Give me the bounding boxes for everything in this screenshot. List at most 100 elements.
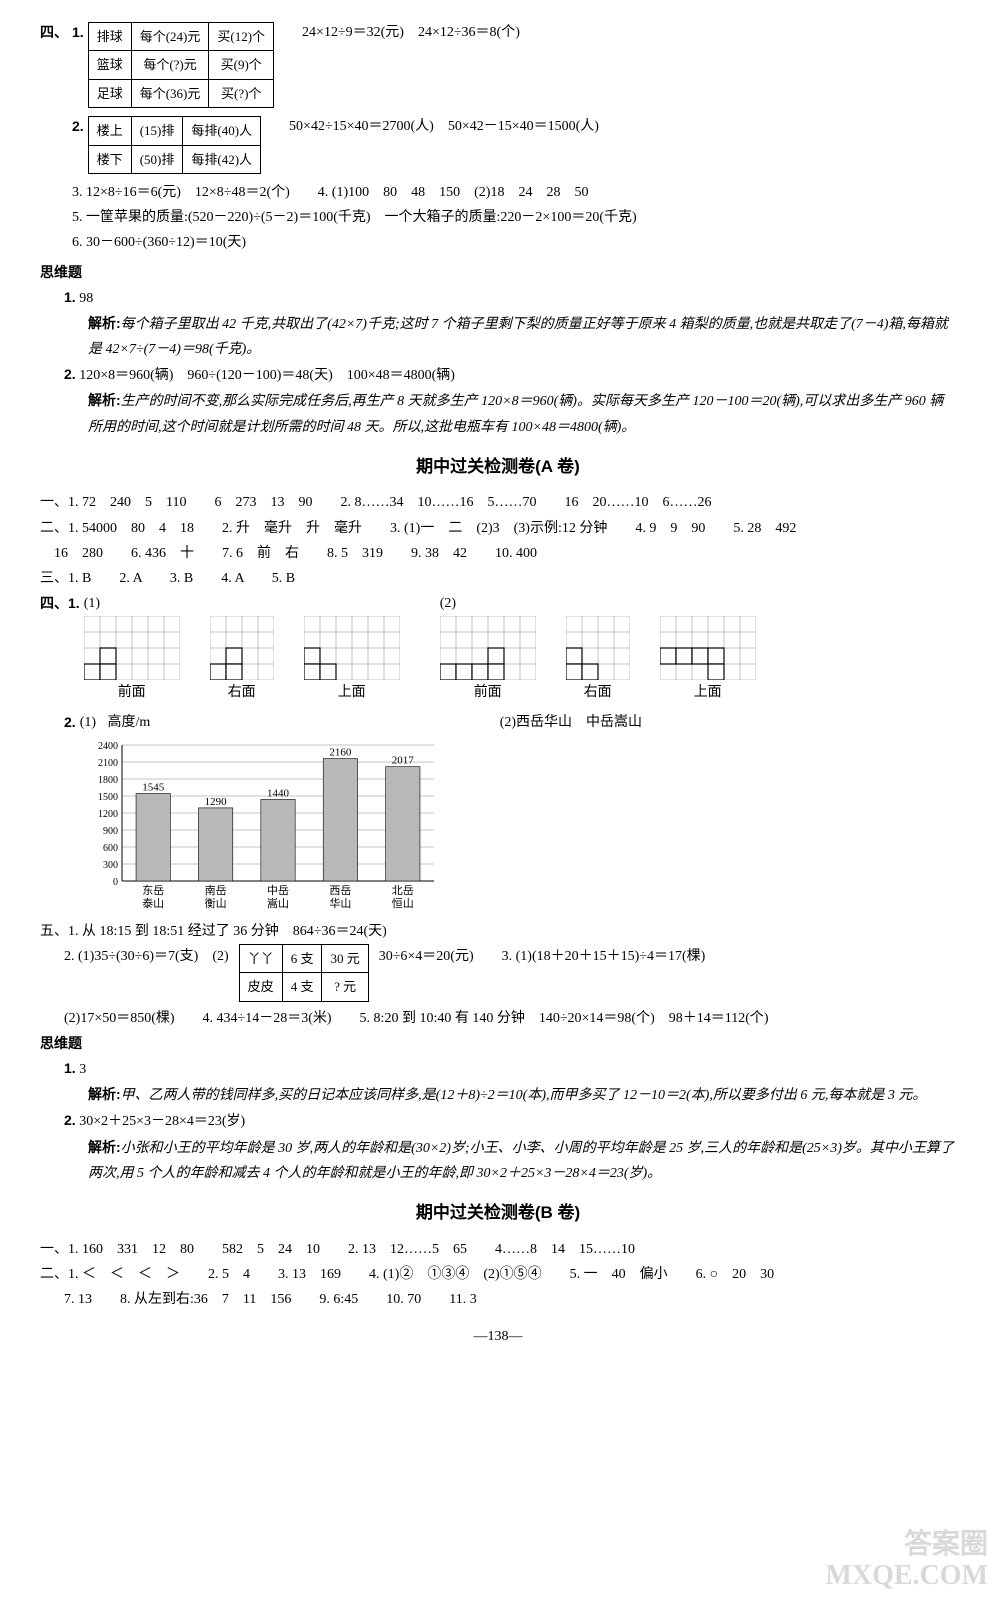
sw1-q1n: 1.: [64, 289, 76, 305]
q4-1-calc: 24×12÷9＝32(元) 24×12÷36＝8(个): [302, 20, 520, 45]
grid-view-label: 前面: [84, 680, 180, 705]
svg-text:1800: 1800: [98, 775, 118, 786]
svg-text:0: 0: [113, 877, 118, 888]
sw2-q2exl: 解析:: [88, 1139, 121, 1155]
grid-view-label: 上面: [304, 680, 400, 705]
midA-4-lbl: 四、1.: [40, 591, 80, 616]
sw2-q1ex: 甲、乙两人带的钱同样多,买的日记本应该同样多,是(12＋8)÷2＝10(本),而…: [121, 1088, 927, 1103]
midA-4-1-lbl: (1): [84, 596, 100, 611]
table-cell: 每排(42)人: [183, 145, 261, 173]
midA-l2a: 二、1. 54000 80 4 18 2. 升 毫升 升 毫升 3. (1)一 …: [40, 516, 956, 541]
grid-view: 上面: [660, 616, 756, 705]
table-cell: 篮球: [88, 51, 131, 79]
midA-4: 四、1. (1) 前面 右面 上面 (2) 前面 右面 上面: [40, 591, 956, 705]
sw1-q1a: 98: [79, 291, 93, 306]
grid-view: 右面: [566, 616, 630, 705]
svg-text:南岳: 南岳: [204, 884, 226, 897]
table-cell: 30 元: [322, 944, 368, 972]
table-cell: 足球: [88, 79, 131, 107]
grid-svg: [210, 616, 274, 680]
q4-2-num: 2.: [72, 114, 84, 139]
page-number: —138—: [40, 1324, 956, 1349]
midA-chart-content: (1) 高度/m 0300600900120015001800210024001…: [80, 710, 956, 915]
svg-text:西岳: 西岳: [329, 884, 351, 897]
midA-5-2-table: 丫丫6 支30 元皮皮4 支? 元: [239, 944, 369, 1002]
table-cell: 买(?)个: [209, 79, 274, 107]
wm-line2: MXQE.COM: [825, 1561, 988, 1592]
svg-text:1290: 1290: [204, 796, 227, 808]
sec4-label: 四、: [40, 20, 68, 45]
svg-text:2160: 2160: [329, 746, 352, 758]
grid-svg: [566, 616, 630, 680]
sw2-q1a: 3: [79, 1062, 86, 1077]
siwei1-body: 1. 98 解析:每个箱子里取出 42 千克,共取出了(42×7)千克;这时 7…: [64, 285, 956, 440]
table-cell: ? 元: [322, 973, 368, 1001]
q4-5: 5. 一筐苹果的质量:(520－220)÷(5－2)＝100(千克) 一个大箱子…: [72, 205, 956, 230]
grid-svg: [304, 616, 400, 680]
svg-text:600: 600: [103, 843, 118, 854]
grid-view-label: 右面: [566, 680, 630, 705]
sw1-q1ex: 每个箱子里取出 42 千克,共取出了(42×7)千克;这时 7 个箱子里剩下梨的…: [88, 317, 948, 357]
midA-chart-row: 2. (1) 高度/m 0300600900120015001800210024…: [40, 710, 956, 915]
svg-text:2017: 2017: [391, 754, 414, 766]
table-cell: (50)排: [131, 145, 183, 173]
grid-view: 右面: [210, 616, 274, 705]
midA-5-3: (2)17×50＝850(棵) 4. 434÷14－28＝3(米) 5. 8:2…: [64, 1006, 956, 1031]
svg-text:东岳: 东岳: [142, 884, 164, 897]
siwei2-body: 1. 3 解析:甲、乙两人带的钱同样多,买的日记本应该同样多,是(12＋8)÷2…: [64, 1056, 956, 1186]
sec4-content: 1. 排球每个(24)元买(12)个篮球每个(?)元买(9)个足球每个(36)元…: [72, 20, 956, 256]
midA-title: 期中过关检测卷(A 卷): [40, 452, 956, 483]
q4-3: 3. 12×8÷16＝6(元) 12×8÷48＝2(个) 4. (1)100 8…: [72, 180, 956, 205]
grid-view-label: 右面: [210, 680, 274, 705]
sw2-q2a: 30×2＋25×3－28×4＝23(岁): [79, 1114, 245, 1129]
q4-1-table: 排球每个(24)元买(12)个篮球每个(?)元买(9)个足球每个(36)元买(?…: [88, 22, 274, 108]
midA-l2b: 16 280 6. 436 十 7. 6 前 右 8. 5 319 9. 38 …: [40, 541, 956, 566]
table-cell: 6 支: [282, 944, 322, 972]
siwei2-title: 思维题: [40, 1031, 956, 1056]
q4-2: 2. 楼上(15)排每排(40)人楼下(50)排每排(42)人 50×42÷15…: [72, 114, 956, 176]
q4-1: 1. 排球每个(24)元买(12)个篮球每个(?)元买(9)个足球每个(36)元…: [72, 20, 956, 110]
grid-view: 前面: [440, 616, 536, 705]
midA-chart-num: 2.: [64, 710, 76, 735]
svg-text:900: 900: [103, 826, 118, 837]
svg-text:嵩山: 嵩山: [267, 897, 289, 910]
q4-2-table: 楼上(15)排每排(40)人楼下(50)排每排(42)人: [88, 116, 261, 174]
sw2-q2ex: 小张和小王的平均年龄是 30 岁,两人的年龄和是(30×2)岁;小王、小李、小周…: [88, 1141, 954, 1181]
grid-view: 前面: [84, 616, 180, 705]
midA-4-2-lbl: (2): [440, 596, 456, 611]
table-cell: 每个(24)元: [131, 23, 209, 51]
svg-text:300: 300: [103, 860, 118, 871]
chart-left: (1) 高度/m 0300600900120015001800210024001…: [80, 710, 440, 915]
midA-l1: 一、1. 72 240 5 110 6 273 13 90 2. 8……34 1…: [40, 490, 956, 515]
q4-2-calc: 50×42÷15×40＝2700(人) 50×42－15×40＝1500(人): [289, 114, 599, 139]
table-cell: 每个(?)元: [131, 51, 209, 79]
svg-text:华山: 华山: [329, 896, 351, 910]
chart-sub1: (1): [80, 715, 96, 730]
midB-l1: 一、1. 160 331 12 80 582 5 24 10 2. 13 12……: [40, 1237, 956, 1262]
table-cell: 皮皮: [239, 973, 282, 1001]
sw1-q1exl: 解析:: [88, 315, 121, 331]
table-cell: 每排(40)人: [183, 117, 261, 145]
grid-view-label: 前面: [440, 680, 536, 705]
svg-text:北岳: 北岳: [391, 884, 413, 897]
svg-text:中岳: 中岳: [267, 884, 289, 897]
svg-text:恒山: 恒山: [391, 897, 413, 910]
q4-6: 6. 30－600÷(360÷12)＝10(天): [72, 230, 956, 255]
svg-text:衡山: 衡山: [204, 897, 226, 910]
table-cell: 楼上: [88, 117, 131, 145]
midA-l3: 三、1. B 2. A 3. B 4. A 5. B: [40, 566, 956, 591]
sw1-q2a: 120×8＝960(辆) 960÷(120－100)＝48(天) 100×48＝…: [79, 368, 455, 383]
watermark: 答案圈 MXQE.COM: [825, 1530, 988, 1592]
svg-text:泰山: 泰山: [142, 896, 164, 910]
svg-text:2400: 2400: [98, 741, 118, 752]
table-cell: 4 支: [282, 973, 322, 1001]
grid-svg: [440, 616, 536, 680]
bar-chart: 0300600900120015001800210024001545东岳泰山12…: [80, 735, 440, 915]
midB-l2a: 二、1. ＜ ＜ ＜ ＞ 2. 5 4 3. 13 169 4. (1)② ①③…: [40, 1262, 956, 1287]
midA-5-1: 五、1. 从 18:15 到 18:51 经过了 36 分钟 864÷36＝24…: [40, 919, 956, 944]
svg-text:2100: 2100: [98, 758, 118, 769]
svg-text:1440: 1440: [267, 787, 290, 799]
midA-4-1: (1) 前面 右面 上面: [84, 591, 400, 705]
grid-view-label: 上面: [660, 680, 756, 705]
midB-l2b: 7. 13 8. 从左到右:36 7 11 156 9. 6:45 10. 70…: [64, 1287, 956, 1312]
